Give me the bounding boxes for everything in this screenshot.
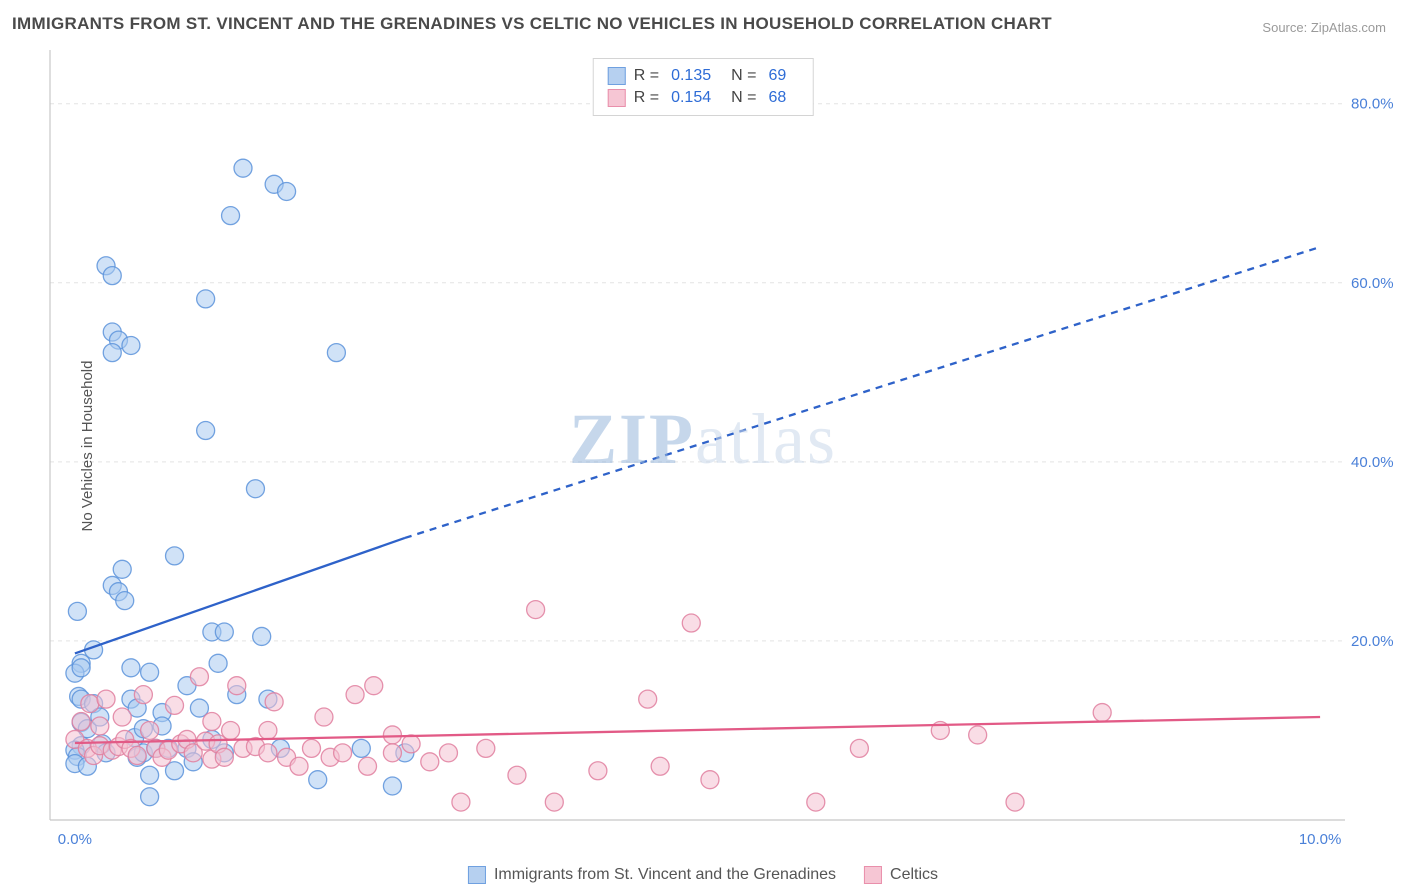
svg-text:0.0%: 0.0% [58, 831, 92, 848]
legend-swatch-icon [864, 866, 882, 884]
n-label: N = [731, 89, 756, 107]
chart-title: IMMIGRANTS FROM ST. VINCENT AND THE GREN… [12, 14, 1052, 34]
legend-label: Immigrants from St. Vincent and the Gren… [494, 866, 836, 884]
legend-swatch-icon [468, 866, 486, 884]
source-attribution: Source: ZipAtlas.com [1262, 20, 1386, 35]
correlation-legend: R = 0.135 N = 69 R = 0.154 N = 68 [593, 58, 814, 116]
legend-item: Immigrants from St. Vincent and the Gren… [468, 866, 836, 884]
series-legend: Immigrants from St. Vincent and the Gren… [468, 866, 938, 884]
n-value: 69 [768, 67, 786, 85]
r-value: 0.154 [671, 89, 711, 107]
legend-swatch-icon [608, 67, 626, 85]
r-label: R = [634, 67, 659, 85]
source-value: ZipAtlas.com [1311, 20, 1386, 35]
legend-label: Celtics [890, 866, 938, 884]
scatter-chart: 20.0% 40.0% 60.0% 80.0% 0.0% 10.0% [0, 0, 1406, 892]
legend-item: Celtics [864, 866, 938, 884]
legend-row-blue: R = 0.135 N = 69 [608, 65, 799, 87]
svg-text:20.0%: 20.0% [1351, 633, 1394, 650]
source-label: Source: [1262, 20, 1307, 35]
svg-text:60.0%: 60.0% [1351, 275, 1394, 292]
r-value: 0.135 [671, 67, 711, 85]
svg-text:40.0%: 40.0% [1351, 454, 1394, 471]
svg-text:10.0%: 10.0% [1299, 831, 1342, 848]
n-value: 68 [768, 89, 786, 107]
svg-text:80.0%: 80.0% [1351, 96, 1394, 113]
r-label: R = [634, 89, 659, 107]
y-axis-title: No Vehicles in Household [79, 361, 96, 532]
legend-row-pink: R = 0.154 N = 68 [608, 87, 799, 109]
legend-swatch-icon [608, 89, 626, 107]
n-label: N = [731, 67, 756, 85]
